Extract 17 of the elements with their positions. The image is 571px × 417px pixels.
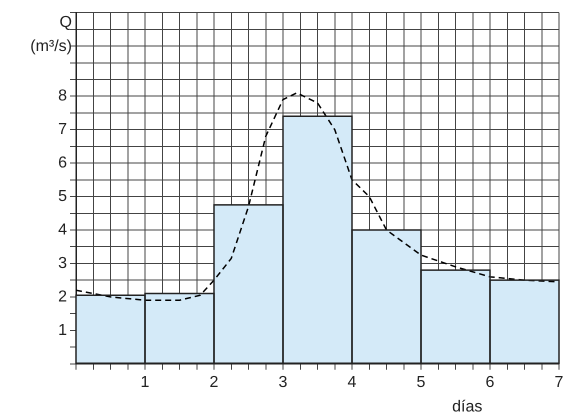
- y-tick-label: 1: [58, 322, 68, 339]
- y-tick-label: 4: [58, 221, 68, 238]
- y-tick-label: 3: [58, 254, 68, 272]
- x-axis-title: días: [452, 398, 482, 416]
- x-tick-label: 1: [140, 374, 150, 391]
- y-tick-label: 2: [58, 288, 68, 306]
- x-tick-label: 5: [416, 374, 426, 391]
- x-tick-label: 4: [348, 374, 357, 391]
- x-tick-label: 7: [554, 374, 564, 391]
- x-tick-label: 2: [210, 374, 219, 391]
- x-tick-label: 6: [486, 374, 495, 391]
- y-tick-label: 7: [58, 121, 68, 138]
- x-tick-label: 3: [278, 374, 288, 391]
- y-tick-label: 6: [58, 154, 68, 172]
- y-tick-label: 5: [58, 188, 68, 205]
- y-axis-title: Q (m³/s): [30, 14, 72, 56]
- y-tick-label: 8: [58, 88, 68, 105]
